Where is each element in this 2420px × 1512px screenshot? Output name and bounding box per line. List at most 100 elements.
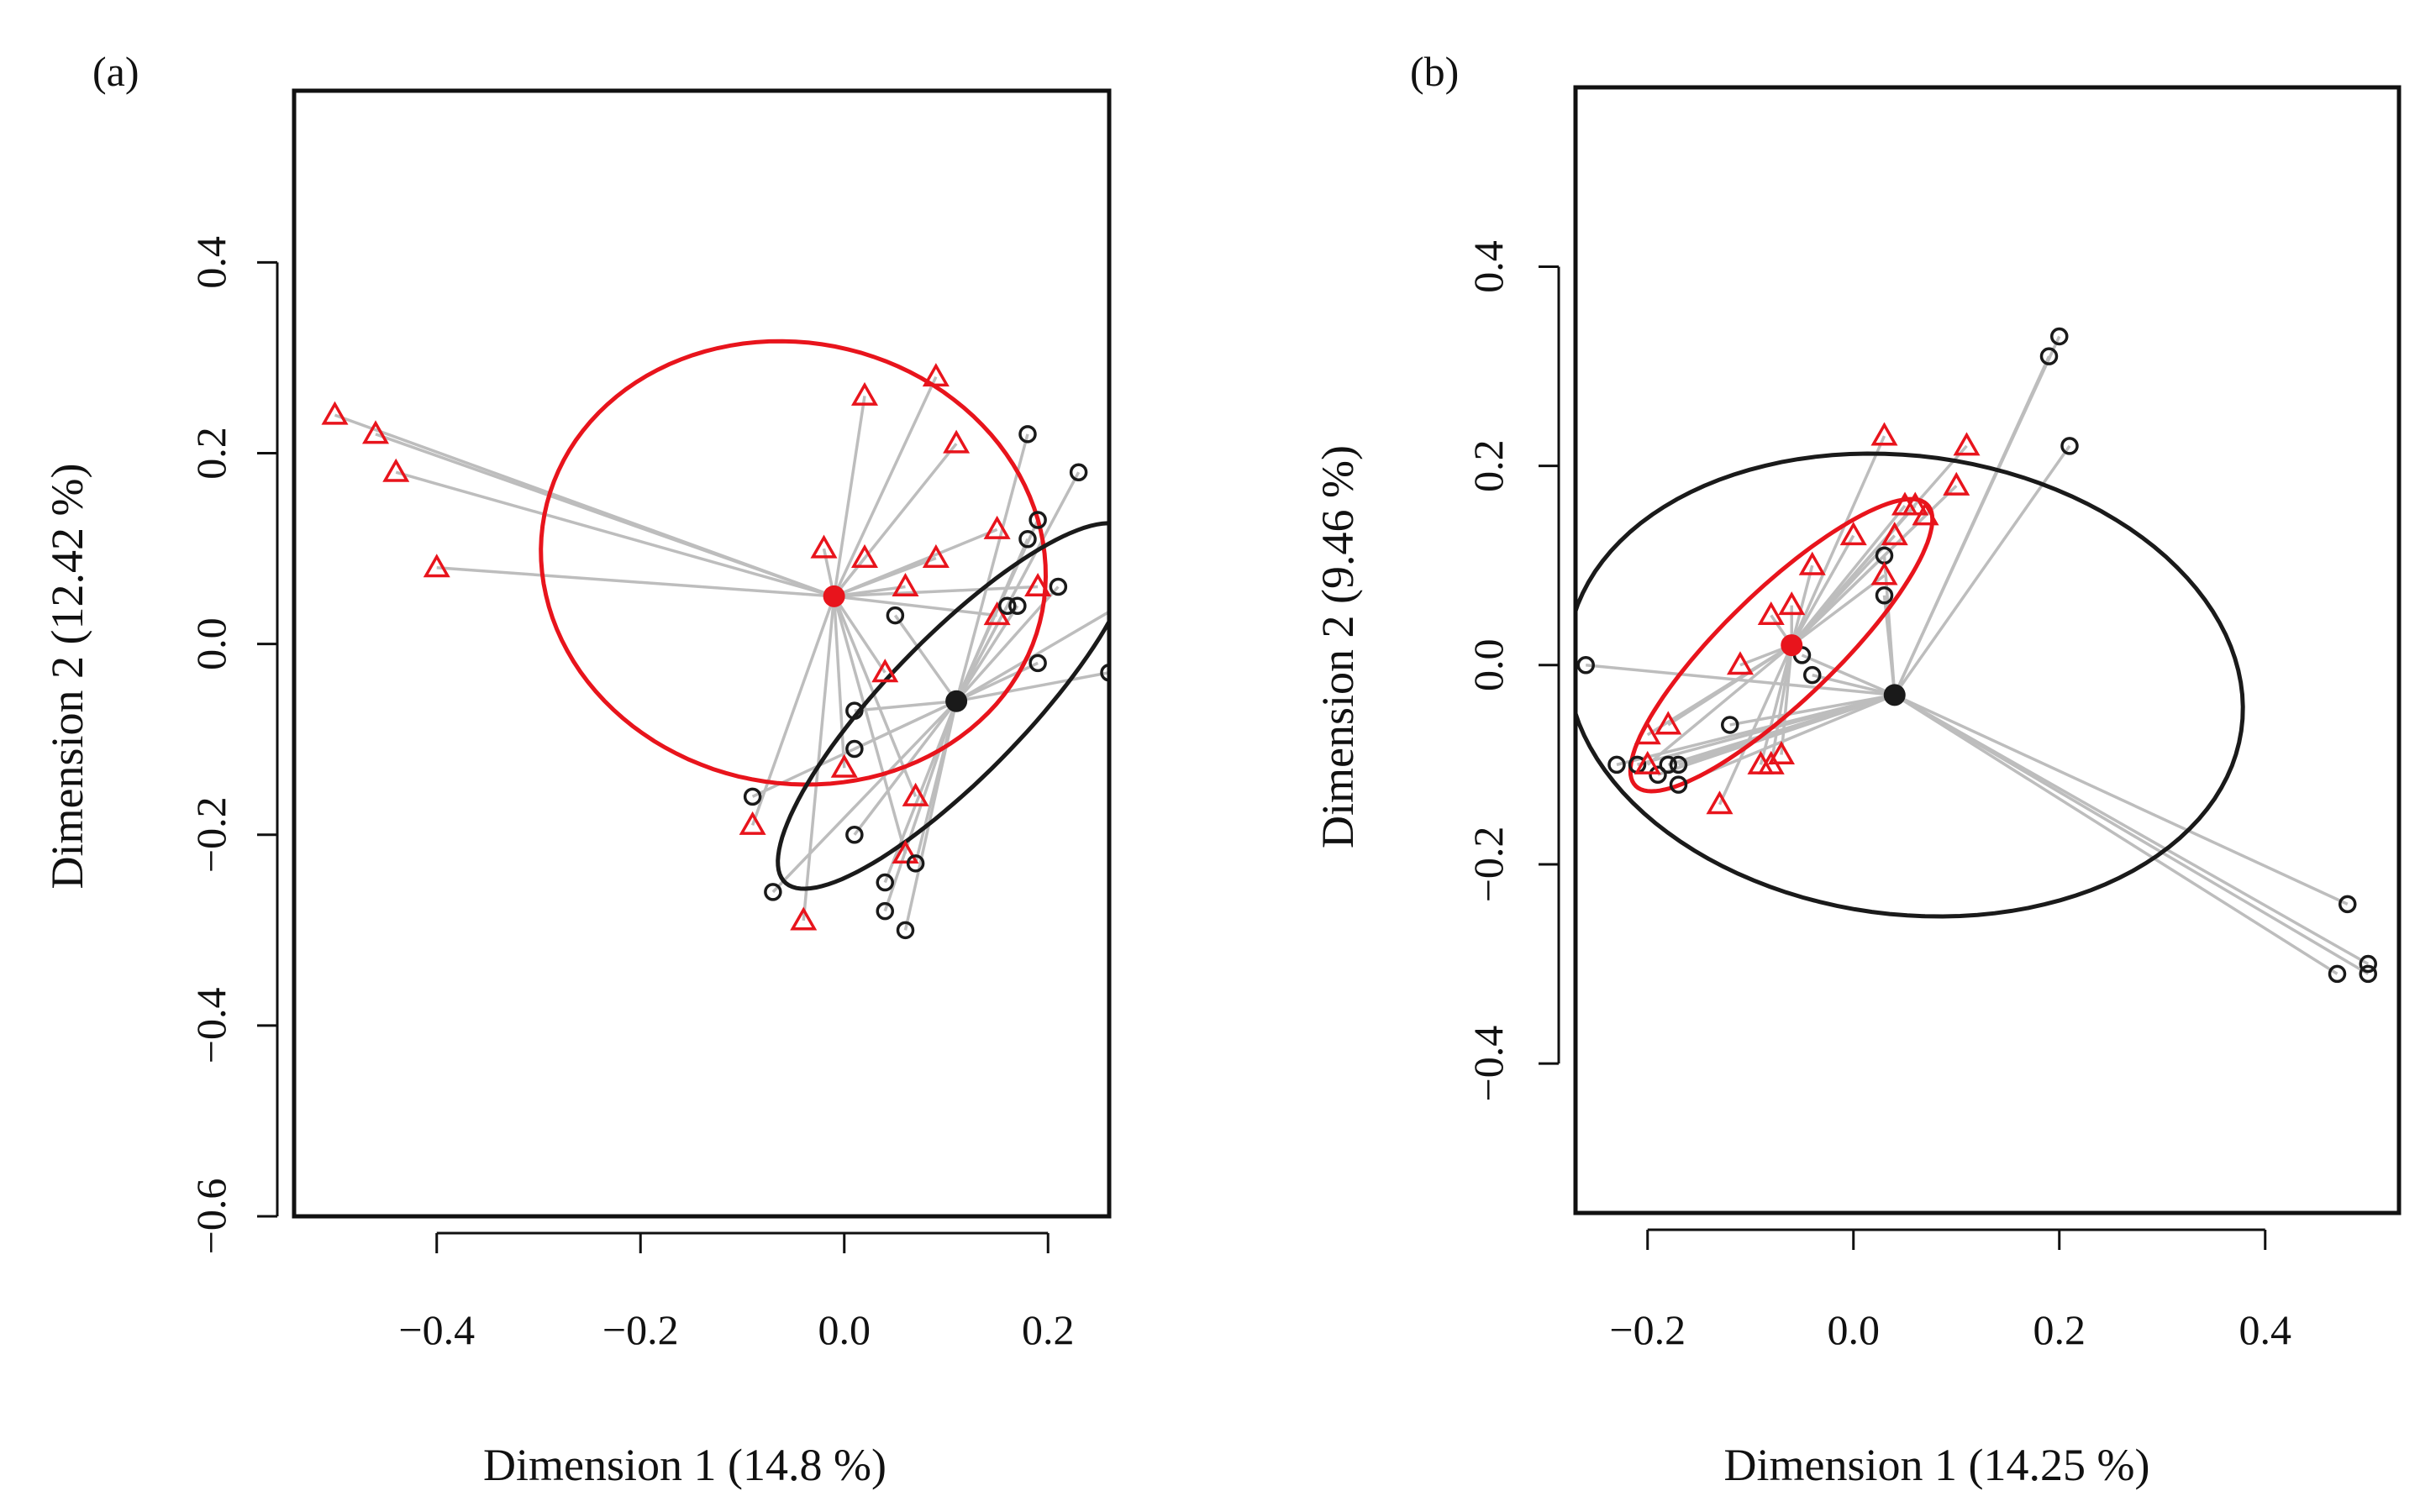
x-tick-label: 0.0	[818, 1306, 871, 1353]
group-2-spider-line	[1893, 693, 2338, 975]
group-1-spider-line	[1790, 564, 1814, 646]
group-2-point	[1028, 511, 1047, 529]
group-1-point	[1024, 572, 1052, 597]
group-2-point	[1669, 775, 1688, 794]
y-tick-label: −0.4	[187, 988, 234, 1064]
y-tick-label: 0.0	[1465, 639, 1512, 692]
panel-b-axes: −0.2 0.0 0.2 0.4 −0.4 −0.2 0.0 0.2 0.4	[1465, 240, 2291, 1353]
group-2-point	[1649, 765, 1667, 784]
group-2-point	[2338, 895, 2357, 914]
group-1-point	[943, 429, 971, 454]
panel-a-y-axis-title: Dimension 2 (12.42 %)	[42, 464, 92, 890]
panel-a-axes: −0.4 −0.2 0.0 0.2 −0.6 −0.4 −0.2 0.0 0.2 0.4	[187, 236, 1075, 1353]
group-2-spider-line	[1894, 693, 2349, 906]
group-1-spider-line	[833, 596, 918, 797]
x-tick-label: −0.2	[1609, 1306, 1686, 1353]
group-1-point	[1634, 750, 1661, 774]
y-tick-label: −0.2	[1465, 827, 1512, 903]
group-1-spider-line	[1718, 644, 1793, 806]
group-1-point	[1634, 721, 1661, 745]
panel-a-label: (a)	[92, 48, 139, 95]
group-1-spider-line	[1646, 643, 1793, 766]
x-tick-label: −0.4	[398, 1306, 475, 1353]
group-1-point	[850, 381, 879, 406]
group-2-point	[743, 787, 762, 806]
group-1-point	[739, 811, 766, 835]
group-2-point	[876, 873, 894, 892]
panel-a-plot-content	[321, 339, 1127, 940]
group-1-point	[892, 839, 919, 864]
group-2-point	[845, 739, 864, 759]
group-1-spider-line	[832, 596, 846, 769]
group-1-spider-line	[1770, 644, 1793, 765]
group-2-point	[896, 921, 915, 940]
group-2-point	[1018, 529, 1037, 549]
group-1-point	[1881, 522, 1908, 546]
group-2-spider-line	[955, 433, 1029, 702]
group-1-spider-line	[832, 596, 908, 854]
group-2-point	[1008, 596, 1027, 615]
y-tick-label: 0.4	[187, 236, 234, 289]
group-1-point	[922, 543, 950, 568]
group-1-point	[1912, 501, 1939, 526]
group-2-spider-line	[955, 670, 1109, 703]
group-2-point	[1576, 656, 1595, 675]
group-2-spider-line	[955, 661, 1039, 703]
group-1-point	[361, 420, 390, 444]
group-1-spider-line	[834, 595, 997, 617]
group-2-point	[764, 883, 782, 901]
group-1-point	[1767, 740, 1796, 765]
panel-b-x-axis-title: Dimension 1 (14.25 %)	[1724, 1440, 2150, 1490]
group-1-point	[1706, 790, 1733, 815]
group-1-point	[922, 363, 950, 387]
group-2-spider-line	[771, 700, 958, 894]
group-1-point	[1757, 601, 1785, 625]
group-1-point	[423, 554, 450, 578]
group-1-centroid	[823, 585, 845, 607]
group-1-spider-line	[1791, 574, 1886, 647]
group-2-point	[1018, 425, 1037, 444]
group-2-point	[1112, 598, 1127, 613]
group-1-point	[1839, 522, 1867, 546]
group-2-point	[2050, 327, 2069, 346]
group-2-centroid	[945, 690, 968, 712]
group-1-spider-line	[436, 566, 834, 598]
panel-a: (a) −0.4 −0.2 0.0 0.2−0.6−0.4−0.20.00.20.4 …	[42, 48, 1127, 1490]
group-2-point	[998, 596, 1017, 615]
group-1-ellipse	[1628, 496, 1935, 794]
group-1-point	[1778, 591, 1806, 616]
group-1-spider-line	[375, 433, 835, 598]
group-2-point	[2060, 437, 2079, 455]
group-2-point	[2039, 347, 2059, 365]
group-1-point	[1891, 491, 1919, 516]
group-1-spider-line	[1790, 534, 1855, 646]
group-1-point	[902, 782, 929, 806]
group-2-spider-line	[1801, 654, 1896, 696]
y-tick-label: −0.6	[187, 1179, 234, 1255]
panel-a-plot-frame	[292, 88, 1112, 1219]
group-2-point	[2359, 954, 2377, 974]
group-1-spider-line	[1759, 644, 1793, 765]
group-2-point	[1100, 663, 1109, 682]
group-1-spider-line	[834, 585, 1039, 598]
group-1-point	[850, 543, 879, 568]
group-1-point	[871, 659, 899, 683]
group-2-spider-line	[1893, 355, 2051, 696]
group-2-point	[906, 854, 925, 873]
group-1-spider-line	[834, 556, 937, 598]
group-1-point	[1870, 422, 1898, 446]
y-tick-label: 0.0	[187, 617, 234, 670]
group-1-point	[983, 601, 1011, 626]
group-1-point	[892, 572, 919, 597]
group-2-point	[2359, 964, 2377, 984]
group-1-centroid	[1781, 634, 1803, 657]
x-tick-label: 0.4	[2239, 1306, 2292, 1353]
group-1-ellipse	[539, 339, 1049, 787]
group-2-spider-line	[854, 700, 957, 712]
group-2-point	[1069, 463, 1088, 481]
group-2-point	[845, 826, 864, 844]
group-2-point	[1659, 755, 1677, 774]
group-1-point	[790, 906, 818, 931]
y-tick-label: −0.2	[187, 796, 234, 873]
